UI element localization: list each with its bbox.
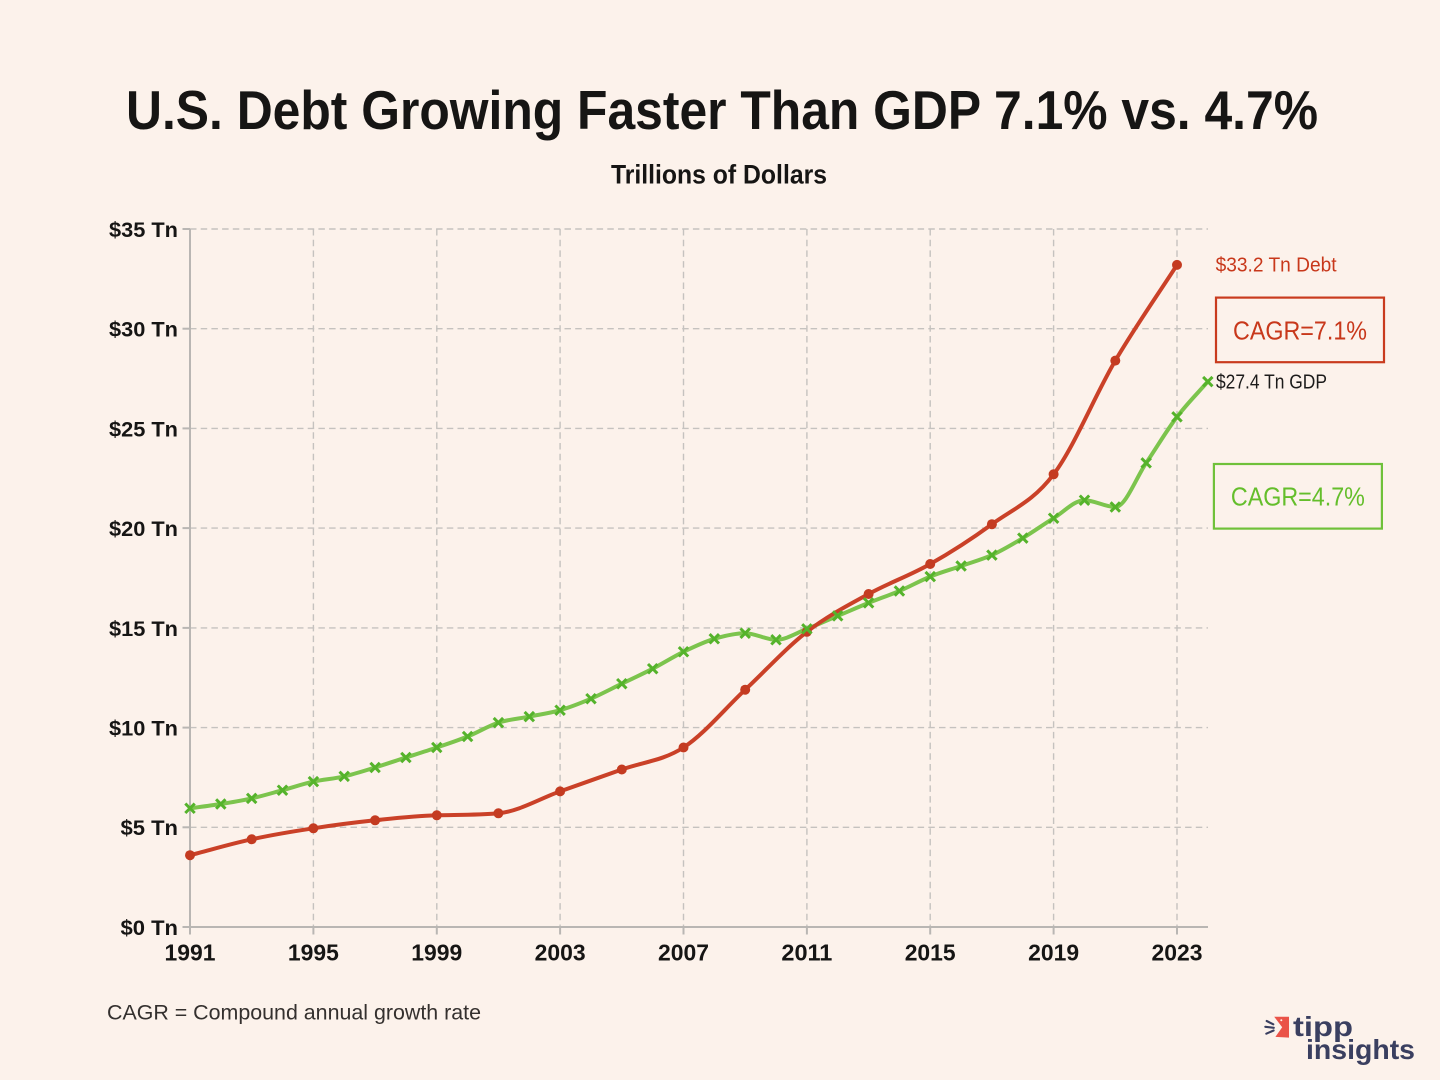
svg-text:1991: 1991 [165, 940, 216, 966]
svg-text:2011: 2011 [781, 940, 832, 966]
svg-text:$5 Tn: $5 Tn [121, 816, 179, 840]
svg-text:$20 Tn: $20 Tn [109, 517, 178, 541]
svg-text:$33.2 Tn Debt: $33.2 Tn Debt [1216, 253, 1337, 276]
svg-text:$0 Tn: $0 Tn [121, 916, 179, 940]
svg-text:tipp: tipp [1293, 1011, 1353, 1042]
svg-text:$10 Tn: $10 Tn [109, 717, 178, 741]
svg-text:CAGR = Compound annual growth: CAGR = Compound annual growth rate [107, 1001, 481, 1025]
svg-text:CAGR=4.7%: CAGR=4.7% [1231, 482, 1365, 512]
svg-text:1995: 1995 [288, 940, 339, 966]
svg-text:$27.4 Tn GDP: $27.4 Tn GDP [1216, 370, 1327, 393]
svg-text:$25 Tn: $25 Tn [109, 417, 178, 441]
svg-text:insights: insights [1306, 1034, 1415, 1065]
svg-text:2003: 2003 [535, 940, 586, 966]
svg-text:$35 Tn: $35 Tn [109, 218, 178, 242]
svg-text:2007: 2007 [658, 940, 709, 966]
svg-text:$30 Tn: $30 Tn [109, 318, 178, 342]
svg-text:2015: 2015 [905, 940, 956, 966]
svg-text:Trillions of Dollars: Trillions of Dollars [611, 160, 827, 190]
svg-text:1999: 1999 [411, 940, 462, 966]
svg-text:CAGR=7.1%: CAGR=7.1% [1233, 315, 1367, 345]
svg-text:U.S. Debt Growing Faster Than: U.S. Debt Growing Faster Than GDP 7.1% v… [126, 79, 1318, 141]
svg-text:$15 Tn: $15 Tn [109, 617, 178, 641]
svg-text:2023: 2023 [1152, 940, 1203, 966]
svg-text:2019: 2019 [1028, 940, 1079, 966]
